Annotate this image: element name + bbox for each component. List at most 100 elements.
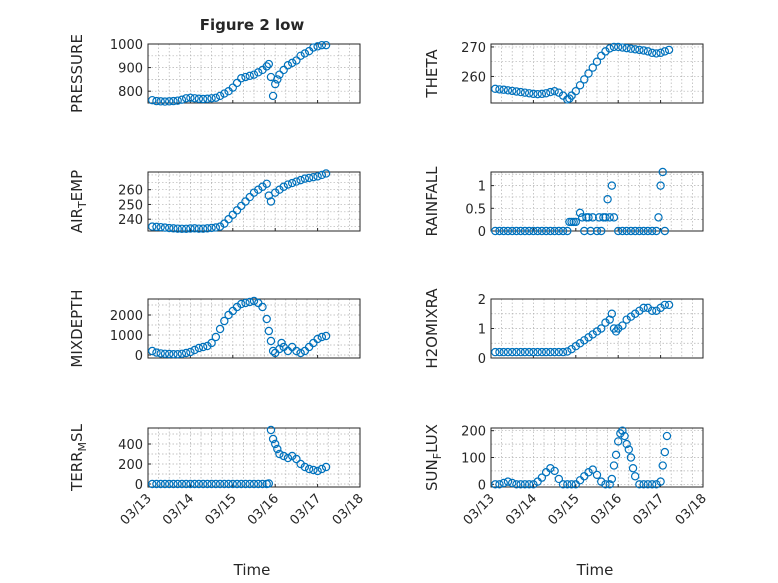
data-point [207, 94, 216, 103]
data-point [575, 81, 585, 90]
data-point [190, 479, 199, 489]
data-point [580, 75, 589, 84]
x-tick-label: 03/17 [287, 491, 324, 528]
x-tick-label: 03/13 [461, 491, 498, 528]
data-point [321, 462, 331, 472]
data-point [268, 91, 278, 101]
data-point [491, 480, 500, 489]
data-point [181, 224, 191, 233]
data-point [652, 49, 661, 58]
y-tick-label: 260 [118, 184, 143, 199]
data-point [601, 480, 610, 489]
data-point [220, 219, 229, 228]
x-tick-label: 03/15 [546, 491, 583, 528]
subplot-6: 0 1 2 H2OMIXRA [423, 288, 704, 369]
data-point [524, 89, 534, 98]
data-point [317, 40, 327, 50]
data-point [275, 449, 284, 459]
data-point [639, 46, 648, 55]
y-tick-label: 2000 [110, 309, 143, 324]
data-point [211, 223, 221, 232]
y-tick-label: 2 [478, 293, 486, 308]
data-point [603, 195, 612, 204]
data-point [658, 461, 667, 470]
data-point [224, 214, 233, 224]
data-point [273, 444, 282, 454]
data-point [194, 343, 204, 353]
data-point [541, 89, 551, 98]
data-point [662, 431, 672, 441]
data-point [516, 87, 525, 97]
data-point [614, 324, 623, 333]
data-point [249, 479, 259, 489]
data-point [309, 465, 318, 475]
data-point [164, 349, 174, 359]
data-point [181, 94, 191, 103]
data-point [241, 298, 250, 308]
data-point [258, 479, 267, 489]
data-point [512, 87, 521, 96]
data-point [203, 224, 212, 233]
data-point [584, 69, 593, 78]
data-point [491, 226, 500, 236]
data-point [664, 45, 674, 55]
data-point [622, 43, 631, 53]
data-point [321, 169, 331, 178]
data-point [618, 43, 627, 52]
x-tick-label: 03/14 [503, 491, 540, 528]
data-point [304, 464, 314, 474]
data-point [647, 480, 657, 489]
data-point [271, 188, 280, 197]
subplot-2: 260 270 THETA [423, 41, 704, 104]
subplot-8: 0 100 200 03/13 03/14 03/15 03/16 03/17 03/18 SUN… [423, 424, 710, 528]
data-point [605, 480, 614, 489]
data-point [313, 334, 322, 344]
data-point [537, 226, 547, 236]
data-point [571, 342, 581, 351]
data-point [609, 461, 619, 470]
data-point [616, 429, 625, 438]
x-tick-label: 03/13 [118, 491, 155, 528]
data-point [620, 431, 629, 441]
plot-frame [147, 171, 361, 232]
data-point [277, 338, 286, 348]
data-point [639, 303, 648, 313]
data-point [321, 331, 331, 341]
data-point [524, 347, 534, 357]
data-point [630, 309, 640, 318]
data-point [656, 303, 665, 313]
data-point [639, 480, 648, 489]
data-point [268, 434, 278, 444]
data-point [503, 86, 513, 95]
y-tick-label: 200 [461, 425, 486, 440]
data-point [266, 197, 276, 206]
data-point [169, 224, 178, 233]
data-point [207, 223, 216, 233]
data-point [592, 470, 602, 480]
data-point [597, 226, 606, 236]
data-point [215, 91, 225, 101]
data-point [611, 450, 621, 460]
data-point [296, 175, 305, 185]
data-point [516, 347, 525, 357]
data-point [577, 213, 587, 222]
data-point [169, 96, 178, 106]
data-point [592, 226, 602, 236]
data-point [580, 336, 589, 345]
data-point [499, 85, 508, 94]
data-point [495, 347, 504, 357]
data-point [194, 224, 204, 233]
plot-frame [490, 171, 704, 232]
y-tick-label: 260 [461, 70, 486, 85]
data-point [292, 56, 301, 65]
data-point [512, 480, 521, 489]
data-point [173, 350, 182, 359]
data-point [169, 350, 178, 359]
data-point [245, 71, 254, 81]
data-point [292, 346, 301, 356]
data-point [516, 480, 525, 489]
data-point [503, 477, 513, 486]
data-point [190, 345, 199, 355]
data-point [607, 181, 617, 190]
